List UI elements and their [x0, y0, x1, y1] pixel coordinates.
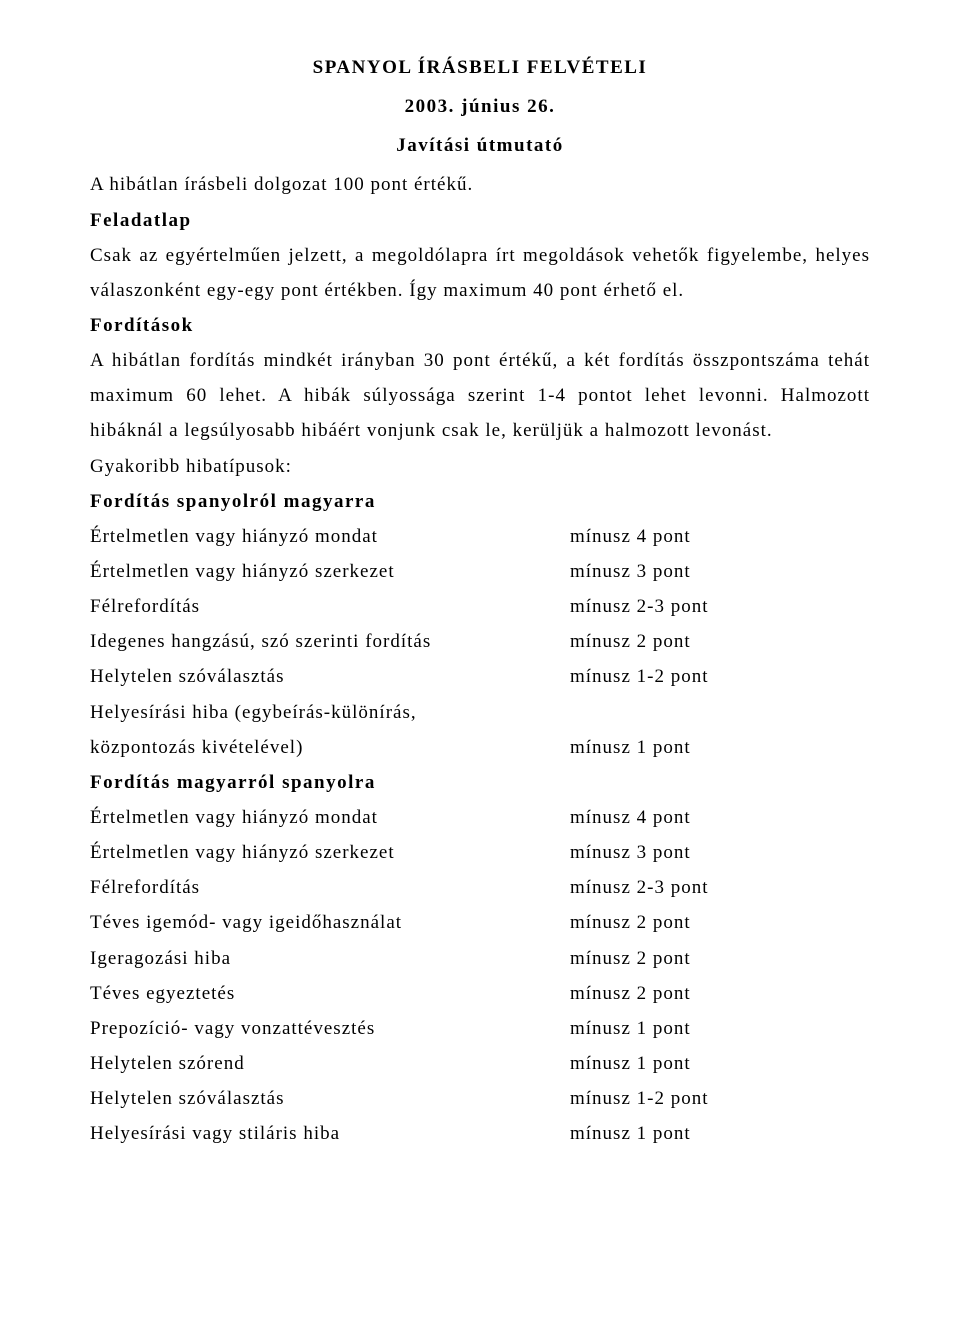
list-item: Félrefordítás mínusz 2-3 pont [90, 589, 870, 624]
item-value: mínusz 2-3 pont [570, 589, 870, 624]
list-item: Téves igemód- vagy igeidőhasználat mínus… [90, 905, 870, 940]
section1-heading: Fordítás spanyolról magyarra [90, 484, 870, 519]
list-item: Idegenes hangzású, szó szerinti fordítás… [90, 624, 870, 659]
list-item: Helyesírási vagy stiláris hiba mínusz 1 … [90, 1116, 870, 1151]
heading-feladatlap: Feladatlap [90, 203, 870, 238]
item-label: Értelmetlen vagy hiányzó mondat [90, 519, 570, 554]
heading-forditasok: Fordítások [90, 308, 870, 343]
list-item: Félrefordítás mínusz 2-3 pont [90, 870, 870, 905]
item-label: Téves egyeztetés [90, 976, 570, 1011]
list-item: Prepozíció- vagy vonzattévesztés mínusz … [90, 1011, 870, 1046]
item-label: központozás kivételével) [90, 730, 570, 765]
item-value: mínusz 4 pont [570, 519, 870, 554]
section2-heading: Fordítás magyarról spanyolra [90, 765, 870, 800]
intro-line: A hibátlan írásbeli dolgozat 100 pont ér… [90, 167, 870, 202]
item-label: Igeragozási hiba [90, 941, 570, 976]
item-value: mínusz 1-2 pont [570, 659, 870, 694]
forditasok-text: A hibátlan fordítás mindkét irányban 30 … [90, 343, 870, 448]
item-value: mínusz 1 pont [570, 730, 870, 765]
list-item: Téves egyeztetés mínusz 2 pont [90, 976, 870, 1011]
item-label: Prepozíció- vagy vonzattévesztés [90, 1011, 570, 1046]
list-item: Értelmetlen vagy hiányzó mondat mínusz 4… [90, 800, 870, 835]
list-item: Helytelen szóválasztás mínusz 1-2 pont [90, 1081, 870, 1116]
list-item: Értelmetlen vagy hiányzó szerkezet mínus… [90, 835, 870, 870]
item-label: Téves igemód- vagy igeidőhasználat [90, 905, 570, 940]
item-label: Helytelen szóválasztás [90, 1081, 570, 1116]
item-value: mínusz 2 pont [570, 976, 870, 1011]
list-item: Helytelen szóválasztás mínusz 1-2 pont [90, 659, 870, 694]
item-label: Félrefordítás [90, 589, 570, 624]
item-value: mínusz 1-2 pont [570, 1081, 870, 1116]
item-value: mínusz 2 pont [570, 624, 870, 659]
list-item: központozás kivételével) mínusz 1 pont [90, 730, 870, 765]
item-value: mínusz 2-3 pont [570, 870, 870, 905]
list-item: Helytelen szórend mínusz 1 pont [90, 1046, 870, 1081]
item-label: Helyesírási hiba (egybeírás-különírás, [90, 695, 570, 730]
document-page: SPANYOL ÍRÁSBELI FELVÉTELI 2003. június … [0, 0, 960, 1191]
item-value: mínusz 3 pont [570, 835, 870, 870]
list-item: Helyesírási hiba (egybeírás-különírás, [90, 695, 870, 730]
item-label: Értelmetlen vagy hiányzó mondat [90, 800, 570, 835]
gyakoribb-text: Gyakoribb hibatípusok: [90, 449, 870, 484]
item-label: Értelmetlen vagy hiányzó szerkezet [90, 835, 570, 870]
list-item: Értelmetlen vagy hiányzó szerkezet mínus… [90, 554, 870, 589]
item-value: mínusz 3 pont [570, 554, 870, 589]
item-label: Helytelen szórend [90, 1046, 570, 1081]
document-subtitle: Javítási útmutató [90, 128, 870, 163]
item-label: Helytelen szóválasztás [90, 659, 570, 694]
item-label: Értelmetlen vagy hiányzó szerkezet [90, 554, 570, 589]
document-date: 2003. június 26. [90, 89, 870, 124]
item-value: mínusz 2 pont [570, 941, 870, 976]
item-label: Helyesírási vagy stiláris hiba [90, 1116, 570, 1151]
item-value: mínusz 4 pont [570, 800, 870, 835]
item-value: mínusz 1 pont [570, 1046, 870, 1081]
feladatlap-text: Csak az egyértelműen jelzett, a megoldól… [90, 238, 870, 308]
item-label: Idegenes hangzású, szó szerinti fordítás [90, 624, 570, 659]
list-item: Értelmetlen vagy hiányzó mondat mínusz 4… [90, 519, 870, 554]
item-label: Félrefordítás [90, 870, 570, 905]
document-title: SPANYOL ÍRÁSBELI FELVÉTELI [90, 50, 870, 85]
item-value [570, 695, 870, 730]
item-value: mínusz 1 pont [570, 1011, 870, 1046]
item-value: mínusz 2 pont [570, 905, 870, 940]
list-item: Igeragozási hiba mínusz 2 pont [90, 941, 870, 976]
item-value: mínusz 1 pont [570, 1116, 870, 1151]
